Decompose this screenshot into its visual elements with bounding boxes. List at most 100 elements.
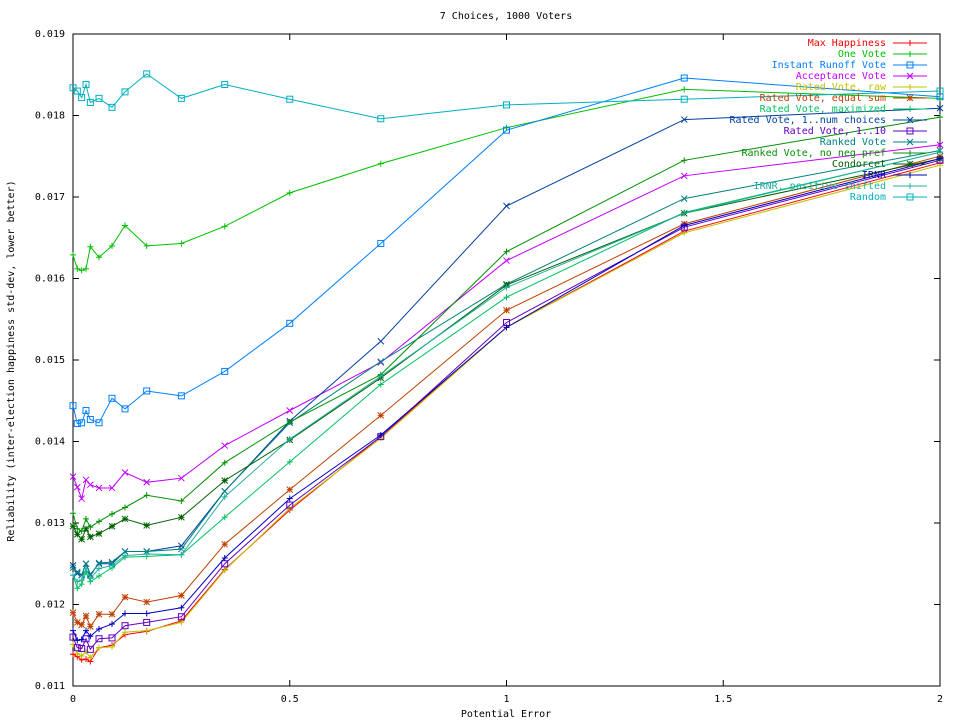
legend-label: IRNR, positive shifted (754, 181, 886, 192)
x-axis-label: Potential Error (461, 709, 551, 720)
data-point (73, 531, 81, 538)
x-tick-label: 2 (937, 694, 943, 705)
data-point (122, 629, 129, 636)
series-2 (69, 74, 944, 428)
data-point (681, 222, 688, 229)
data-point (95, 419, 103, 427)
y-tick-label: 0.015 (35, 355, 65, 366)
series-8 (69, 156, 944, 653)
data-point (178, 545, 185, 553)
series-line (72, 162, 941, 663)
data-point (143, 618, 151, 626)
data-point (178, 592, 185, 599)
data-point (95, 559, 103, 567)
data-point (680, 95, 688, 103)
data-point (83, 515, 90, 522)
data-point (177, 613, 185, 621)
data-point (377, 115, 385, 123)
data-point (78, 94, 86, 102)
data-point (377, 160, 384, 167)
data-point (143, 522, 151, 529)
x-tick-label: 1 (503, 694, 509, 705)
data-point (121, 469, 129, 476)
data-point (143, 478, 151, 486)
series-5 (69, 152, 944, 630)
data-point (121, 593, 129, 601)
y-tick-label: 0.012 (35, 600, 65, 611)
series-line (72, 151, 941, 590)
data-point (377, 337, 385, 345)
data-point (108, 610, 116, 618)
chart-title: 7 Choices, 1000 Voters (440, 11, 572, 22)
data-point (221, 514, 228, 521)
data-point (503, 306, 510, 314)
data-point (503, 101, 510, 109)
data-point (78, 495, 86, 502)
data-point (680, 172, 688, 180)
data-point (681, 157, 688, 164)
y-tick-label: 0.013 (35, 518, 65, 529)
data-point (69, 562, 77, 569)
data-point (377, 358, 385, 365)
data-point (221, 555, 228, 562)
legend-label: Rated Vote, 1..num choices (729, 115, 886, 126)
data-point (143, 242, 150, 249)
legend-label: Rated Vote, 1..10 (784, 126, 886, 137)
legend-marker (906, 160, 914, 168)
legend-marker (906, 94, 914, 102)
data-point (96, 565, 103, 572)
data-point (86, 415, 94, 423)
data-point (177, 392, 185, 400)
data-point (122, 610, 129, 617)
data-point (121, 515, 129, 523)
data-point (69, 402, 77, 410)
data-point (503, 284, 510, 291)
data-point (143, 598, 151, 606)
data-point (87, 575, 94, 582)
data-point (143, 387, 151, 395)
data-point (109, 511, 116, 518)
series-line (72, 164, 941, 659)
data-point (78, 535, 86, 543)
data-point (95, 635, 103, 643)
legend-label: Acceptance Vote (796, 71, 886, 82)
series-10 (70, 114, 943, 535)
data-point (83, 265, 90, 272)
series-line (72, 73, 941, 120)
data-point (936, 87, 944, 95)
data-point (108, 522, 116, 530)
data-point (82, 407, 90, 415)
data-point (78, 571, 86, 579)
data-point (221, 477, 229, 484)
legend-marker (906, 127, 914, 135)
y-tick-label: 0.011 (35, 681, 65, 692)
data-point (78, 636, 85, 643)
data-point (286, 319, 294, 327)
data-point (286, 436, 293, 443)
data-point (503, 257, 510, 264)
series-13 (70, 149, 943, 585)
y-tick-label: 0.019 (35, 29, 65, 40)
data-point (86, 98, 94, 106)
data-point (286, 486, 294, 493)
data-point (680, 116, 688, 123)
data-point (177, 94, 185, 102)
legend-label: Instant Runoff Vote (772, 60, 886, 71)
legend-marker (907, 40, 913, 46)
legend-marker (906, 193, 914, 201)
legend-label: Rated Vote, raw (796, 82, 887, 93)
series-line (72, 159, 941, 651)
data-point (178, 474, 185, 482)
legend-label: Ranked Vote (820, 137, 886, 148)
series-line (72, 77, 941, 425)
data-point (681, 229, 688, 236)
data-point (121, 405, 129, 413)
data-point (108, 634, 116, 642)
data-point (78, 577, 85, 584)
data-point (121, 548, 129, 555)
data-point (108, 394, 116, 402)
data-point (221, 81, 229, 89)
data-point (83, 627, 90, 634)
legend-label: Random (850, 192, 886, 203)
